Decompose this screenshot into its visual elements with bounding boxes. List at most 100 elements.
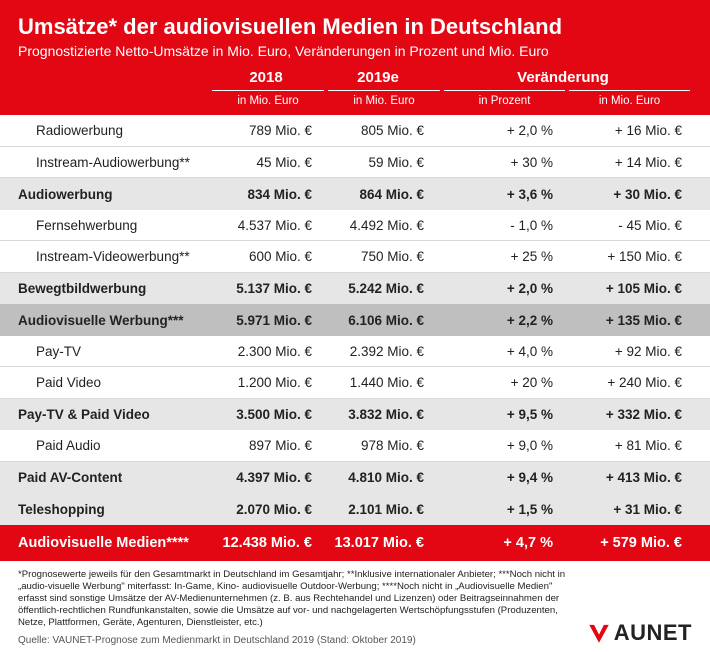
- col-sub-y1: in Mio. Euro: [212, 90, 324, 107]
- column-header-row: 2018 2019e Veränderung: [0, 69, 710, 90]
- table-row: Pay-TV & Paid Video3.500 Mio. €3.832 Mio…: [0, 399, 710, 431]
- row-label: Pay-TV: [18, 344, 210, 359]
- row-value-2018: 897 Mio. €: [210, 438, 322, 453]
- row-change-pct: + 9,5 %: [434, 407, 563, 422]
- vaunet-logo: AUNET: [586, 620, 692, 646]
- row-value-2018: 2.070 Mio. €: [210, 502, 322, 517]
- row-value-2019e: 864 Mio. €: [322, 187, 434, 202]
- col-year1: 2018: [210, 69, 322, 86]
- row-label: Audiovisuelle Medien****: [18, 535, 210, 551]
- row-value-2019e: 6.106 Mio. €: [322, 313, 434, 328]
- row-value-2018: 45 Mio. €: [210, 155, 322, 170]
- page-subtitle: Prognostizierte Netto-Umsätze in Mio. Eu…: [18, 43, 692, 59]
- column-subheader-row: in Mio. Euro in Mio. Euro in Prozent in …: [0, 90, 710, 115]
- row-change-mio: + 92 Mio. €: [563, 344, 692, 359]
- header: Umsätze* der audiovisuellen Medien in De…: [0, 0, 710, 69]
- row-value-2019e: 4.492 Mio. €: [322, 218, 434, 233]
- row-value-2019e: 59 Mio. €: [322, 155, 434, 170]
- table-row: Paid Video1.200 Mio. €1.440 Mio. €+ 20 %…: [0, 367, 710, 399]
- row-change-mio: + 30 Mio. €: [563, 187, 692, 202]
- row-value-2019e: 2.101 Mio. €: [322, 502, 434, 517]
- data-table: Radiowerbung789 Mio. €805 Mio. €+ 2,0 %+…: [0, 115, 710, 561]
- col-change: Veränderung: [434, 69, 692, 86]
- col-sub-change-mio: in Mio. Euro: [569, 90, 690, 107]
- row-change-mio: + 332 Mio. €: [563, 407, 692, 422]
- col-year2: 2019e: [322, 69, 434, 86]
- row-value-2019e: 5.242 Mio. €: [322, 281, 434, 296]
- table-row: Teleshopping2.070 Mio. €2.101 Mio. €+ 1,…: [0, 493, 710, 525]
- row-change-pct: + 20 %: [434, 375, 563, 390]
- row-change-mio: + 579 Mio. €: [563, 535, 692, 551]
- row-change-pct: + 30 %: [434, 155, 563, 170]
- table-row: Radiowerbung789 Mio. €805 Mio. €+ 2,0 %+…: [0, 115, 710, 147]
- row-value-2018: 4.397 Mio. €: [210, 470, 322, 485]
- row-value-2018: 2.300 Mio. €: [210, 344, 322, 359]
- table-row: Audiovisuelle Werbung***5.971 Mio. €6.10…: [0, 304, 710, 336]
- row-value-2018: 4.537 Mio. €: [210, 218, 322, 233]
- row-label: Paid Audio: [18, 438, 210, 453]
- row-label: Paid AV-Content: [18, 470, 210, 485]
- col-sub-spacer: [18, 90, 210, 107]
- row-change-pct: + 2,2 %: [434, 313, 563, 328]
- row-change-mio: + 81 Mio. €: [563, 438, 692, 453]
- row-value-2019e: 805 Mio. €: [322, 123, 434, 138]
- footnotes: *Prognosewerte jeweils für den Gesamtmar…: [18, 569, 574, 629]
- row-value-2019e: 750 Mio. €: [322, 249, 434, 264]
- row-value-2019e: 4.810 Mio. €: [322, 470, 434, 485]
- row-change-pct: - 1,0 %: [434, 218, 563, 233]
- row-value-2018: 789 Mio. €: [210, 123, 322, 138]
- row-label: Pay-TV & Paid Video: [18, 407, 210, 422]
- row-value-2019e: 2.392 Mio. €: [322, 344, 434, 359]
- row-label: Radiowerbung: [18, 123, 210, 138]
- row-change-pct: + 2,0 %: [434, 123, 563, 138]
- row-value-2018: 5.971 Mio. €: [210, 313, 322, 328]
- row-label: Teleshopping: [18, 502, 210, 517]
- row-value-2018: 1.200 Mio. €: [210, 375, 322, 390]
- row-label: Instream-Audiowerbung**: [18, 155, 210, 170]
- row-value-2018: 5.137 Mio. €: [210, 281, 322, 296]
- row-change-mio: + 240 Mio. €: [563, 375, 692, 390]
- row-value-2019e: 13.017 Mio. €: [322, 535, 434, 551]
- row-change-pct: + 4,0 %: [434, 344, 563, 359]
- row-change-pct: + 4,7 %: [434, 535, 563, 551]
- row-change-pct: + 9,0 %: [434, 438, 563, 453]
- row-value-2018: 12.438 Mio. €: [210, 535, 322, 551]
- table-row: Fernsehwerbung4.537 Mio. €4.492 Mio. €- …: [0, 210, 710, 242]
- row-value-2018: 3.500 Mio. €: [210, 407, 322, 422]
- table-row: Paid Audio897 Mio. €978 Mio. €+ 9,0 %+ 8…: [0, 430, 710, 462]
- row-change-mio: + 135 Mio. €: [563, 313, 692, 328]
- row-value-2018: 600 Mio. €: [210, 249, 322, 264]
- table-row: Instream-Audiowerbung**45 Mio. €59 Mio. …: [0, 147, 710, 179]
- row-change-mio: + 31 Mio. €: [563, 502, 692, 517]
- source-line: Quelle: VAUNET-Prognose zum Medienmarkt …: [18, 635, 574, 646]
- table-row: Bewegtbildwerbung5.137 Mio. €5.242 Mio. …: [0, 273, 710, 305]
- row-label: Fernsehwerbung: [18, 218, 210, 233]
- row-change-mio: + 105 Mio. €: [563, 281, 692, 296]
- table-row: Pay-TV2.300 Mio. €2.392 Mio. €+ 4,0 %+ 9…: [0, 336, 710, 368]
- row-label: Audiowerbung: [18, 187, 210, 202]
- row-change-pct: + 25 %: [434, 249, 563, 264]
- row-change-pct: + 2,0 %: [434, 281, 563, 296]
- logo-text-rest: AUNET: [614, 620, 692, 646]
- col-label-spacer: [18, 69, 210, 86]
- row-change-mio: + 16 Mio. €: [563, 123, 692, 138]
- col-sub-y2: in Mio. Euro: [328, 90, 440, 107]
- row-value-2019e: 978 Mio. €: [322, 438, 434, 453]
- row-label: Audiovisuelle Werbung***: [18, 313, 210, 328]
- row-change-mio: + 14 Mio. €: [563, 155, 692, 170]
- footer-text-block: *Prognosewerte jeweils für den Gesamtmar…: [18, 569, 574, 646]
- row-change-mio: + 150 Mio. €: [563, 249, 692, 264]
- row-label: Bewegtbildwerbung: [18, 281, 210, 296]
- row-change-pct: + 3,6 %: [434, 187, 563, 202]
- table-row: Instream-Videowerbung**600 Mio. €750 Mio…: [0, 241, 710, 273]
- row-value-2018: 834 Mio. €: [210, 187, 322, 202]
- row-value-2019e: 1.440 Mio. €: [322, 375, 434, 390]
- row-label: Instream-Videowerbung**: [18, 249, 210, 264]
- logo-mark-icon: [586, 620, 612, 646]
- col-sub-change-pct: in Prozent: [444, 90, 565, 107]
- table-row: Audiovisuelle Medien****12.438 Mio. €13.…: [0, 525, 710, 561]
- infographic-page: Umsätze* der audiovisuellen Medien in De…: [0, 0, 710, 647]
- page-title: Umsätze* der audiovisuellen Medien in De…: [18, 14, 692, 39]
- table-row: Audiowerbung834 Mio. €864 Mio. €+ 3,6 %+…: [0, 178, 710, 210]
- row-change-mio: - 45 Mio. €: [563, 218, 692, 233]
